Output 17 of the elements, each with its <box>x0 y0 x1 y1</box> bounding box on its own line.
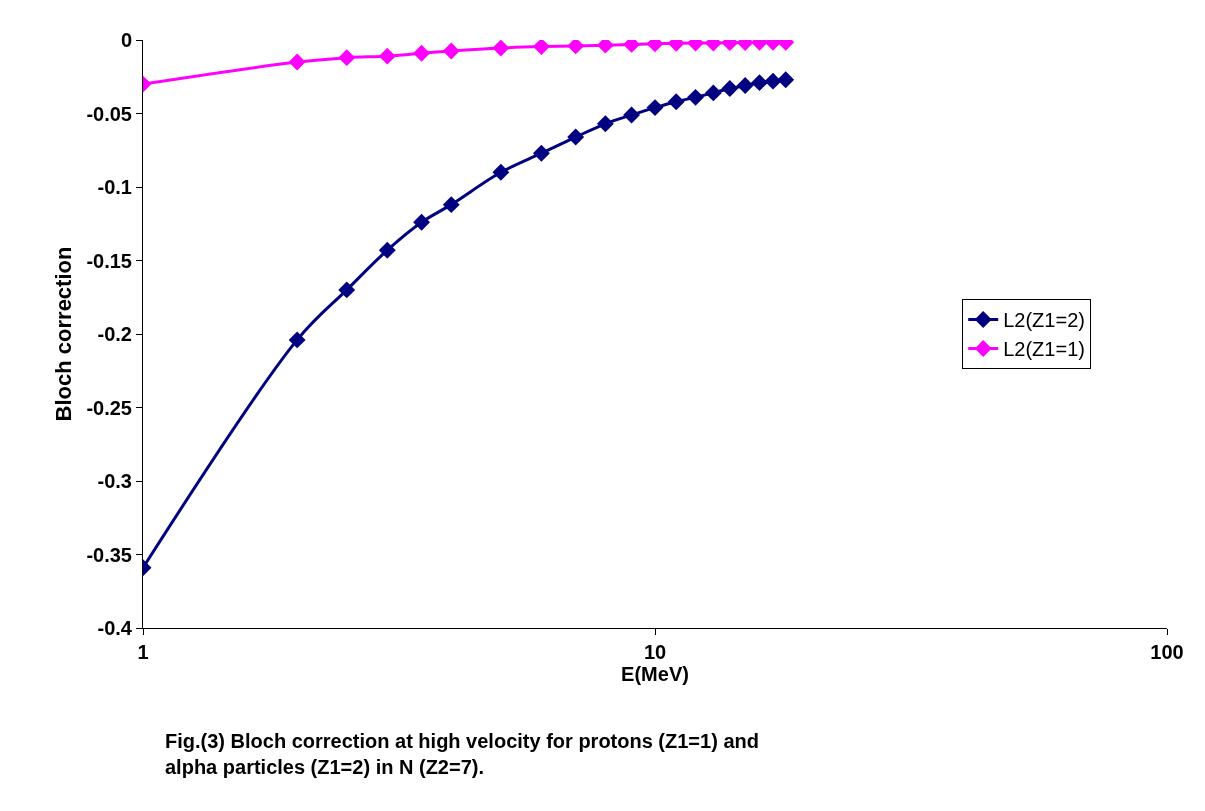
y-tick-label: -0.05 <box>86 102 132 125</box>
x-tick-label: 10 <box>643 641 667 663</box>
legend-label: L2(Z1=2) <box>1003 309 1085 332</box>
x-axis-title: E(MeV) <box>621 663 689 685</box>
y-tick-label: -0.25 <box>86 396 132 419</box>
y-tick-label: -0.2 <box>97 323 132 345</box>
x-tick-label: 100 <box>1150 641 1184 663</box>
y-tick-label: -0.1 <box>97 176 132 198</box>
y-tick-label: -0.35 <box>86 543 132 566</box>
legend-label: L2(Z1=1) <box>1003 338 1085 361</box>
y-tick-label: 0 <box>120 29 132 51</box>
y-axis-title: Bloch correction <box>51 246 77 422</box>
y-tick-label: -0.3 <box>97 470 132 492</box>
y-tick-label: -0.4 <box>97 617 133 639</box>
x-tick-label: 1 <box>137 641 149 663</box>
y-tick-label: -0.15 <box>86 249 132 272</box>
text: Fig.(3) Bloch correction at high velocity for protons (Z1=1) and alpha particles (Z1=2) in N (Z2=7). <box>165 730 759 778</box>
